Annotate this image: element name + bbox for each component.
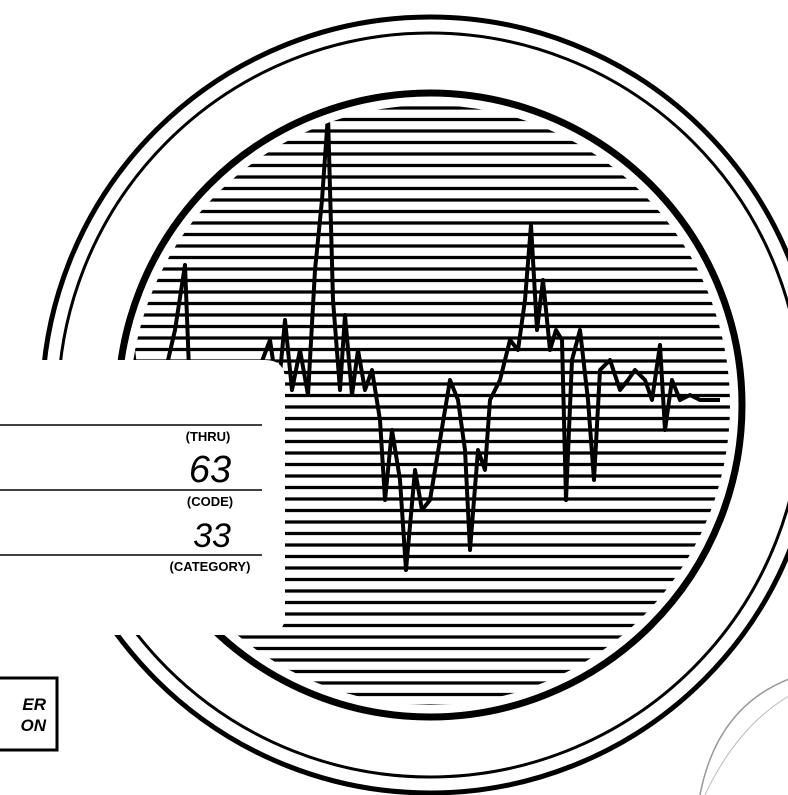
cover-art: (THRU) 63 (CODE) 33 (CATEGORY) ER ON <box>0 0 788 795</box>
form-label-text: (CATEGORY) <box>170 559 251 574</box>
form-label-text: (CODE) <box>187 494 233 509</box>
badge <box>0 678 57 750</box>
form-label-text: (THRU) <box>186 429 231 444</box>
form-label <box>0 360 285 635</box>
stamp <box>700 670 788 795</box>
badge-text: ON <box>21 716 47 735</box>
page: (THRU) 63 (CODE) 33 (CATEGORY) ER ON <box>0 0 788 795</box>
handwritten-value: 63 <box>189 449 231 491</box>
handwritten-value: 33 <box>193 517 231 555</box>
badge-text: ER <box>22 695 46 714</box>
